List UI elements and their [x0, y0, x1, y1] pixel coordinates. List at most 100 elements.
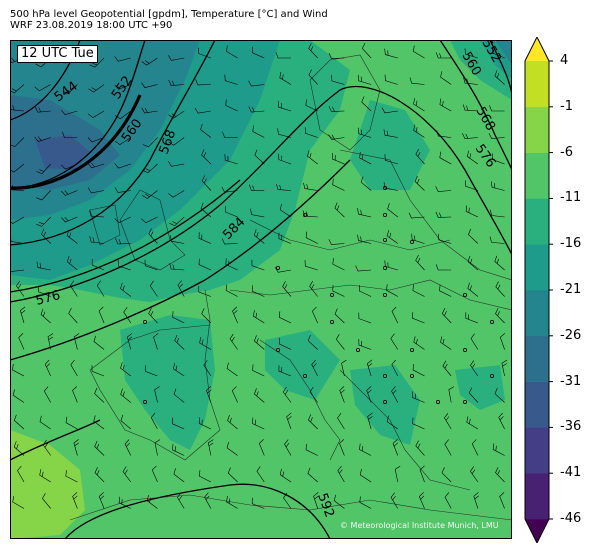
- wind-barb: [94, 467, 105, 483]
- temperature-region-minus26-corner: [495, 40, 512, 65]
- map-frame: [10, 40, 512, 539]
- wind-barb: [98, 492, 105, 509]
- wind-barb: [304, 127, 318, 138]
- wind-barb: [278, 311, 292, 324]
- wind-barb: [328, 52, 345, 59]
- wind-barb: [286, 412, 292, 430]
- wind-barb: [357, 208, 372, 218]
- wind-barb: [68, 307, 78, 324]
- wind-barb: [468, 387, 479, 403]
- wind-barb: [391, 359, 399, 377]
- wind-barb: [195, 79, 211, 86]
- model-run-subtitle: WRF 23.08.2019 18:00 UTC +90: [10, 20, 173, 31]
- wind-barb: [468, 228, 479, 244]
- wind-barb: [120, 282, 131, 297]
- wind-barb: [439, 151, 452, 165]
- wind-barb: [409, 77, 425, 85]
- wind-barb: [436, 130, 452, 138]
- wind-barb: [444, 439, 452, 456]
- wind-barb: [226, 45, 238, 59]
- colorbar-tick-label: -46: [560, 511, 582, 526]
- wind-barb: [339, 386, 345, 403]
- wind-barb: [334, 202, 345, 218]
- colorbar-segments: [525, 37, 549, 543]
- wind-barb: [464, 48, 478, 59]
- wind-barb: [87, 187, 105, 194]
- wind-barb: [279, 203, 292, 218]
- wind-barb: [34, 106, 51, 113]
- wind-barb: [142, 137, 158, 148]
- wind-barb: [303, 182, 318, 191]
- wind-barb: [465, 205, 479, 218]
- wind-barb: [89, 210, 105, 218]
- wind-barb: [120, 388, 131, 403]
- wind-barb: [168, 79, 185, 86]
- wind-barb: [335, 334, 345, 350]
- wind-barb: [141, 82, 158, 88]
- wind-barb: [229, 333, 238, 350]
- wind-barb: [227, 467, 238, 483]
- wind-barb: [442, 360, 452, 377]
- wind-barb: [307, 150, 318, 165]
- wind-barb: [465, 312, 479, 324]
- wind-barb: [384, 74, 398, 85]
- wind-barb: [149, 280, 158, 297]
- colorbar-extend-low: [525, 519, 549, 543]
- wind-barb: [221, 238, 238, 245]
- wind-barb: [438, 233, 452, 244]
- colorbar-band: [525, 335, 549, 382]
- wind-barb: [224, 74, 238, 85]
- wind-barb: [492, 153, 505, 165]
- wind-barb: [467, 282, 479, 297]
- wind-barb: [358, 284, 372, 297]
- wind-barb: [337, 465, 345, 483]
- wind-barb: [413, 98, 425, 112]
- wind-barb: [120, 362, 131, 377]
- colorbar-band: [525, 106, 549, 153]
- wind-barb: [144, 259, 158, 271]
- wind-barb: [172, 443, 185, 456]
- wind-barb: [114, 216, 131, 223]
- wind-barb: [383, 182, 398, 191]
- wind-barb: [226, 362, 238, 377]
- wind-barb: [12, 389, 25, 403]
- wind-barb: [87, 162, 105, 169]
- colorbar-tick-label: -6: [560, 144, 573, 160]
- wind-barb: [435, 52, 452, 59]
- wind-barb: [66, 229, 78, 244]
- colorbar-extend-high: [525, 37, 549, 61]
- wind-barb: [145, 365, 158, 377]
- wind-barb: [470, 333, 479, 350]
- wind-barb: [462, 133, 478, 140]
- wind-barb: [93, 335, 105, 350]
- colorbar-tick-label: -26: [560, 327, 582, 343]
- wind-barb: [492, 443, 505, 456]
- wind-barb: [94, 440, 105, 456]
- wind-barb: [339, 439, 345, 456]
- wind-barb: [252, 364, 265, 377]
- wind-barb: [282, 386, 292, 403]
- wind-barb: [148, 228, 158, 244]
- wind-barb: [383, 129, 398, 138]
- colorbar: [524, 37, 553, 543]
- wind-barb: [384, 154, 398, 165]
- wind-barb: [226, 442, 238, 456]
- wind-barb: [69, 280, 78, 297]
- wind-barb: [153, 333, 159, 350]
- wind-barb: [333, 494, 345, 509]
- wind-barb: [177, 280, 185, 297]
- wind-barb: [331, 74, 345, 85]
- wind-barb: [61, 190, 78, 196]
- wind-barb: [168, 161, 185, 167]
- wind-barb: [341, 359, 347, 377]
- wind-barb: [38, 285, 51, 297]
- wind-barb: [390, 492, 399, 509]
- wind-barb: [251, 259, 265, 271]
- wind-barb: [358, 338, 372, 350]
- wind-barb: [252, 46, 265, 59]
- wind-barb: [435, 211, 452, 218]
- wind-barb: [465, 180, 478, 191]
- wind-barb: [444, 413, 452, 430]
- colorbar-ticks: [549, 60, 553, 520]
- wind-barb: [72, 492, 78, 509]
